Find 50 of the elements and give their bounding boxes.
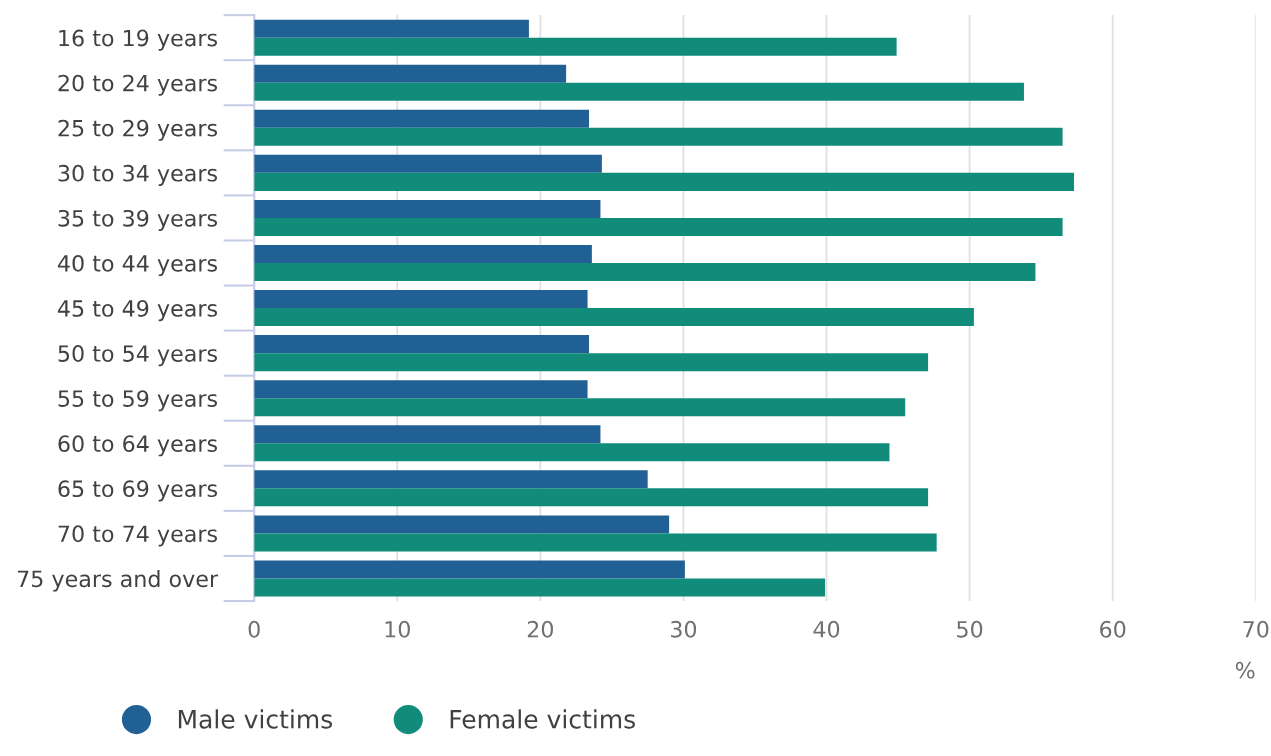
bar — [254, 380, 588, 399]
bar — [254, 127, 1063, 146]
bar — [254, 488, 929, 507]
bar — [254, 37, 897, 56]
y-tick-label: 75 years and over — [17, 570, 219, 592]
x-tick-label: 0 — [248, 620, 260, 638]
x-tick-label: 60 — [1100, 620, 1126, 638]
x-tick-label: 50 — [957, 620, 983, 638]
y-tick-label: 40 to 44 years — [57, 254, 217, 277]
bar — [254, 263, 1036, 282]
x-tick-label: 10 — [385, 620, 410, 638]
y-tick-label: 60 to 64 years — [58, 435, 217, 457]
bar — [254, 515, 670, 534]
bar — [254, 470, 648, 489]
bar — [254, 560, 685, 579]
bar — [254, 19, 529, 38]
x-tick-label: 20 — [527, 620, 554, 638]
bar — [254, 533, 937, 552]
bar — [254, 443, 890, 462]
bar — [254, 353, 929, 372]
bar — [254, 425, 601, 444]
y-tick-label: 35 to 39 years — [58, 209, 217, 231]
bar — [254, 109, 589, 128]
bar — [254, 578, 826, 597]
legend-label: Male victims — [178, 709, 333, 729]
bar — [254, 64, 567, 83]
y-tick-label: 70 to 74 years — [58, 525, 217, 547]
y-tick-label: 20 to 24 years — [58, 74, 217, 96]
bar — [254, 335, 589, 354]
bar — [254, 217, 1063, 236]
x-tick-label: 30 — [670, 620, 697, 638]
x-tick-label: 40 — [813, 620, 840, 638]
bar — [254, 290, 588, 309]
y-tick-label: 45 to 49 years — [57, 300, 217, 322]
x-axis-title: % — [1235, 661, 1255, 679]
legend-label: Female victims — [450, 709, 635, 729]
y-tick-label: 16 to 19 years — [59, 29, 217, 51]
bar — [254, 398, 906, 417]
bar — [254, 154, 602, 173]
bar — [254, 82, 1024, 101]
y-tick-label: 25 to 29 years — [58, 119, 217, 141]
y-tick-label: 55 to 59 years — [58, 390, 217, 412]
bar — [254, 199, 601, 218]
x-tick-label: 70 — [1243, 620, 1269, 638]
y-tick-label: 30 to 34 years — [58, 164, 217, 186]
bar — [254, 172, 1075, 191]
y-tick-label: 50 to 54 years — [58, 345, 217, 367]
bar — [254, 308, 974, 327]
bar — [254, 244, 592, 263]
y-tick-label: 65 to 69 years — [58, 480, 217, 502]
